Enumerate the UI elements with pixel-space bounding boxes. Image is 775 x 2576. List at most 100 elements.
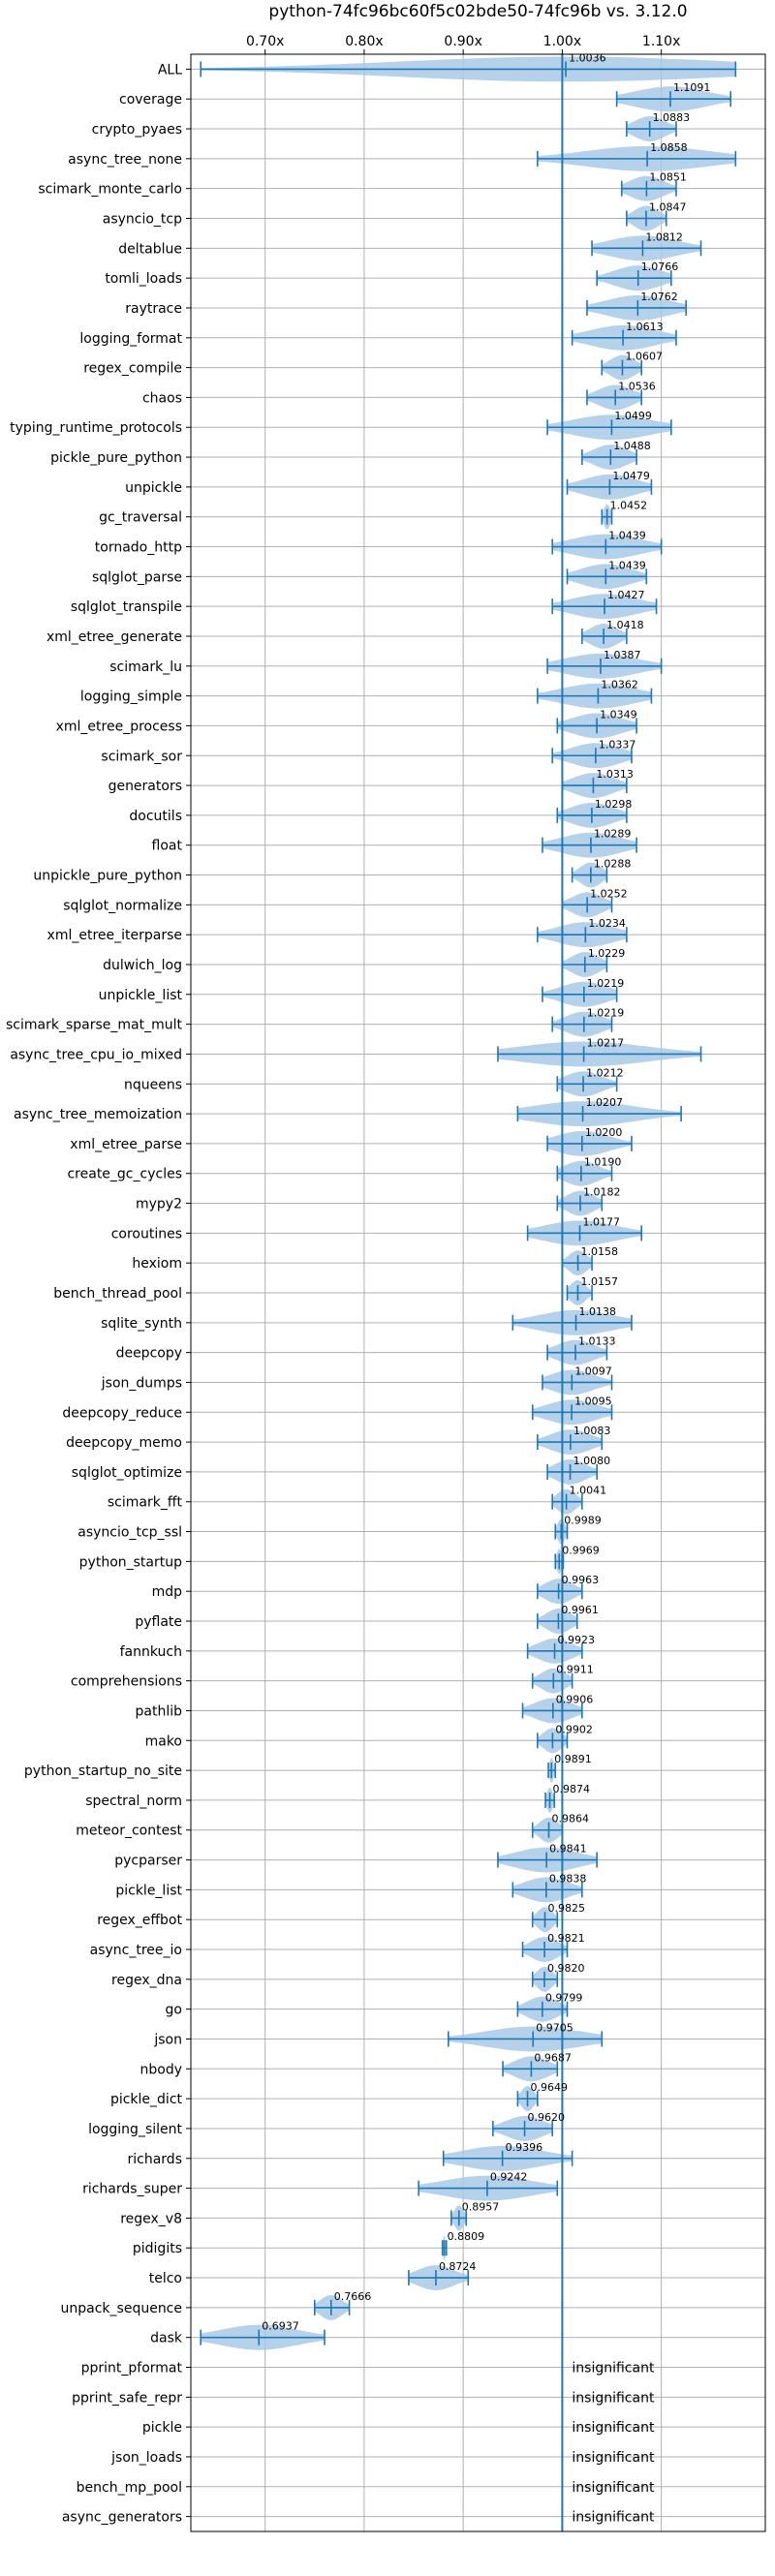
value-label: 0.9649 [531, 2081, 569, 2094]
insignificant-label: insignificant [572, 2420, 655, 2436]
value-label: 1.0607 [625, 351, 663, 363]
category-label: coroutines [111, 1226, 182, 1242]
value-label: 1.0488 [613, 440, 651, 452]
value-label: 1.0289 [594, 828, 632, 841]
category-label: go [166, 2003, 182, 2018]
category-label: pickle_list [115, 1883, 182, 1898]
insignificant-label: insignificant [572, 2390, 655, 2406]
value-label: 1.0036 [569, 51, 606, 64]
value-label: 1.0418 [606, 619, 644, 631]
value-label: 1.0479 [612, 470, 650, 482]
insignificant-label: insignificant [572, 2510, 655, 2526]
category-label: xml_etree_iterparse [47, 928, 182, 943]
category-label: regex_effbot [97, 1913, 182, 1928]
category-label: asyncio_tcp_ssl [78, 1525, 182, 1541]
category-label: bench_thread_pool [53, 1286, 182, 1302]
category-label: raytrace [125, 301, 182, 317]
value-label: 1.0812 [645, 230, 683, 243]
plot-frame [190, 53, 766, 2532]
value-label: 1.0190 [584, 1156, 622, 1169]
value-label: 1.0219 [587, 1007, 625, 1020]
category-label: async_tree_io [90, 1943, 182, 1958]
category-label: scimark_fft [108, 1495, 183, 1511]
value-label: 0.9969 [562, 1544, 600, 1556]
value-label: 1.0217 [587, 1036, 625, 1049]
category-label: mdp [152, 1584, 183, 1600]
category-label: scimark_sparse_mat_mult [6, 1018, 182, 1033]
x-tick-label: 1.00x [543, 34, 581, 49]
value-label: 1.0499 [614, 410, 652, 422]
category-label: pprint_safe_repr [72, 2390, 182, 2406]
category-label: mako [145, 1733, 182, 1749]
category-label: nbody [140, 2062, 183, 2077]
category-label: pycparser [114, 1854, 182, 1869]
category-label: json_loads [110, 2450, 182, 2466]
value-label: 0.9841 [549, 1843, 587, 1855]
value-label: 1.0288 [594, 858, 632, 871]
category-label: pickle_pure_python [50, 450, 182, 466]
category-label: crypto_pyaes [92, 122, 182, 138]
axes [186, 49, 766, 2532]
category-label: pidigits [133, 2241, 182, 2256]
category-label: scimark_lu [109, 659, 182, 675]
category-label: unpack_sequence [61, 2301, 182, 2316]
category-label: sqlite_synth [101, 1316, 182, 1332]
value-label: 0.8957 [462, 2200, 500, 2213]
category-label: regex_v8 [120, 2211, 182, 2226]
value-label: 0.9864 [552, 1813, 590, 1825]
value-label: 0.9705 [536, 2021, 574, 2034]
value-label: 1.0080 [574, 1455, 611, 1467]
value-label: 0.9820 [547, 1962, 585, 1975]
category-label: pyflate [135, 1614, 182, 1630]
category-label: create_gc_cycles [67, 1167, 182, 1182]
category-label: coverage [119, 92, 182, 107]
value-label: 1.0858 [650, 141, 688, 154]
value-label: 1.0158 [581, 1245, 619, 1258]
category-label: unpickle [125, 480, 182, 496]
category-label: json [153, 2032, 182, 2047]
value-label: 0.9902 [555, 1723, 593, 1735]
value-label: 0.9687 [534, 2051, 572, 2064]
value-label: 1.0157 [580, 1275, 618, 1288]
category-label: unpickle_pure_python [33, 869, 182, 884]
category-label: regex_compile [83, 361, 182, 377]
category-label: gc_traversal [99, 510, 182, 526]
category-label: deepcopy [116, 1346, 182, 1362]
category-label: generators [108, 779, 182, 794]
value-label: 0.9911 [556, 1664, 594, 1676]
value-label: 0.9799 [545, 1992, 583, 2005]
category-label: spectral_norm [85, 1794, 182, 1809]
category-label: xml_etree_process [56, 719, 182, 734]
value-label: 0.9963 [562, 1574, 600, 1586]
value-label: 1.1091 [673, 81, 711, 94]
value-label: 1.0349 [600, 708, 637, 721]
category-label: dulwich_log [103, 958, 182, 973]
value-label: 1.0041 [570, 1485, 607, 1497]
category-label: ALL [158, 62, 182, 77]
category-label: deltablue [118, 241, 182, 257]
category-label: tornado_http [95, 540, 182, 556]
category-label: dask [150, 2331, 183, 2346]
value-label: 1.0847 [649, 201, 687, 214]
category-label: logging_simple [80, 690, 182, 705]
category-label: async_tree_cpu_io_mixed [10, 1047, 182, 1062]
insignificant-label: insignificant [572, 2480, 655, 2496]
value-label: 1.0536 [618, 380, 656, 392]
category-label: pickle [142, 2420, 182, 2436]
category-label: async_tree_none [68, 152, 182, 168]
value-label: 1.0133 [578, 1335, 616, 1348]
category-label: sqlglot_transpile [71, 599, 182, 615]
category-label: unpickle_list [99, 988, 183, 1003]
category-label: sqlglot_optimize [72, 1465, 182, 1481]
value-label: 1.0097 [574, 1365, 612, 1377]
category-label: logging_format [79, 331, 182, 347]
category-label: deepcopy_reduce [62, 1405, 182, 1421]
value-label: 1.0439 [608, 530, 646, 542]
value-label: 1.0200 [585, 1126, 623, 1139]
value-label: 1.0234 [588, 917, 626, 930]
value-label: 1.0182 [583, 1186, 621, 1199]
value-label: 1.0207 [586, 1096, 624, 1109]
value-label: 1.0298 [595, 798, 633, 811]
category-label: float [152, 839, 183, 854]
